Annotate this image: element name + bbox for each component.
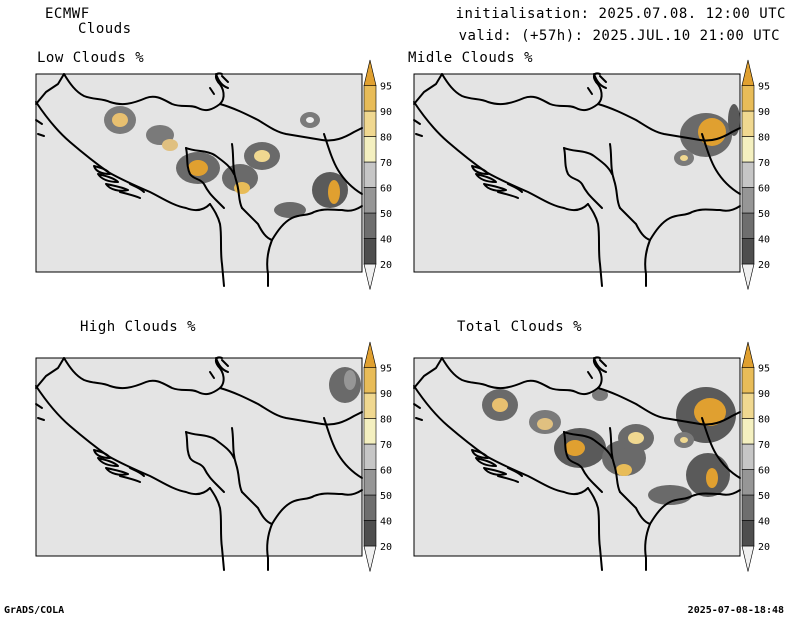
colorbar-tick-label: 40 (380, 517, 392, 528)
colorbar-tick-label: 60 (380, 466, 392, 477)
footer-credit: GrADS/COLA (4, 605, 65, 616)
panel-middle (413, 72, 741, 288)
colorbar-tick-label: 80 (380, 133, 392, 144)
colorbar-tick-label: 50 (758, 491, 770, 502)
colorbar-segment (741, 469, 755, 496)
panel-title-low: Low Clouds % (37, 50, 145, 66)
colorbar-tick-label: 60 (758, 466, 770, 477)
colorbar-middle: 20 40 50 60 70 80 90 95 (741, 59, 770, 290)
colorbar-tick-label: 80 (380, 415, 392, 426)
colorbar-segment (363, 110, 377, 137)
colorbar-segment (363, 212, 377, 239)
initialisation-label: initialisation: 2025.07.08. 12:00 UTC (455, 6, 786, 22)
colorbar-tick-label: 70 (380, 158, 392, 169)
panel-low (35, 72, 363, 288)
colorbar-segment (741, 418, 755, 445)
colorbar-segment (363, 136, 377, 163)
colorbar-tick-label: 20 (380, 260, 392, 271)
colorbar-low: 20 40 50 60 70 80 90 95 (363, 59, 392, 290)
panel-title-middle: Midle Clouds % (408, 50, 534, 66)
colorbar-tick-label: 50 (758, 209, 770, 220)
colorbar-segment (363, 443, 377, 470)
colorbar-tick-label: 90 (758, 107, 770, 118)
colorbar-tick-label: 95 (380, 82, 392, 93)
panel-title-high: High Clouds % (80, 319, 197, 335)
colorbar-segment (363, 238, 377, 265)
colorbar-segment (741, 545, 755, 572)
colorbar-tick-label: 95 (758, 364, 770, 375)
colorbar-segment (363, 161, 377, 188)
colorbar-segment (741, 263, 755, 290)
product-label: Clouds (78, 21, 132, 37)
colorbar-segment (363, 187, 377, 214)
colorbar-tick-label: 90 (380, 389, 392, 400)
colorbar-segment (363, 494, 377, 521)
model-label: ECMWF (45, 6, 90, 22)
colorbar-segment (363, 418, 377, 445)
colorbar-tick-label: 60 (758, 184, 770, 195)
panel-high (35, 356, 363, 571)
colorbar-segment (741, 59, 755, 86)
colorbar-segment (363, 85, 377, 112)
colorbar-segment (741, 212, 755, 239)
colorbar-tick-label: 70 (380, 440, 392, 451)
colorbar-segment (741, 187, 755, 214)
colorbar-tick-label: 20 (380, 542, 392, 553)
colorbar-tick-label: 95 (758, 82, 770, 93)
colorbar-tick-label: 80 (758, 133, 770, 144)
colorbar-tick-label: 80 (758, 415, 770, 426)
colorbar-segment (363, 59, 377, 86)
colorbar-segment (363, 545, 377, 572)
colorbar-segment (741, 136, 755, 163)
colorbar-tick-label: 70 (758, 440, 770, 451)
colorbar-total: 20 40 50 60 70 80 90 95 (741, 341, 770, 572)
panel-total (413, 356, 741, 571)
colorbar-segment (741, 367, 755, 394)
valid-time-label: valid: (+57h): 2025.JUL.10 21:00 UTC (458, 28, 780, 44)
colorbar-segment (741, 85, 755, 112)
panel-title-total: Total Clouds % (457, 319, 583, 335)
colorbar-segment (363, 392, 377, 419)
colorbar-tick-label: 95 (380, 364, 392, 375)
colorbar-tick-label: 20 (758, 260, 770, 271)
colorbar-tick-label: 20 (758, 542, 770, 553)
colorbar-high: 20 40 50 60 70 80 90 95 (363, 341, 392, 572)
colorbar-segment (363, 367, 377, 394)
colorbar-segment (363, 520, 377, 547)
colorbar-tick-label: 40 (758, 235, 770, 246)
footer-timestamp: 2025-07-08-18:48 (687, 605, 784, 616)
colorbar-tick-label: 40 (380, 235, 392, 246)
colorbar-tick-label: 60 (380, 184, 392, 195)
colorbar-tick-label: 90 (380, 107, 392, 118)
colorbar-segment (741, 238, 755, 265)
colorbar-segment (741, 443, 755, 470)
colorbar-segment (363, 341, 377, 368)
colorbar-tick-label: 90 (758, 389, 770, 400)
colorbar-tick-label: 40 (758, 517, 770, 528)
colorbar-segment (741, 110, 755, 137)
colorbar-segment (363, 263, 377, 290)
colorbar-segment (741, 392, 755, 419)
colorbar-segment (741, 341, 755, 368)
colorbar-tick-label: 50 (380, 491, 392, 502)
colorbar-tick-label: 70 (758, 158, 770, 169)
colorbar-segment (741, 494, 755, 521)
colorbar-segment (363, 469, 377, 496)
colorbar-segment (741, 520, 755, 547)
colorbar-tick-label: 50 (380, 209, 392, 220)
colorbar-segment (741, 161, 755, 188)
